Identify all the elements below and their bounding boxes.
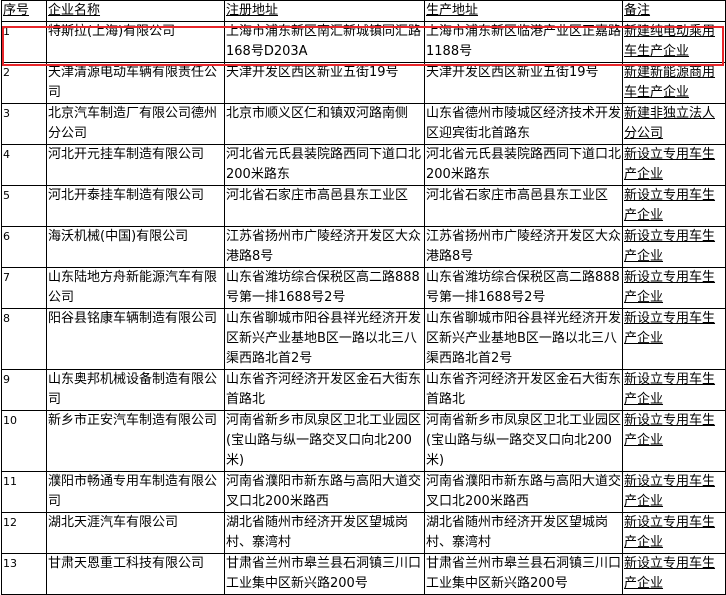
header-prod-address: 生产地址 <box>424 0 623 22</box>
cell-reg-address: 河北省元氏县装院路西同下道口北200米路东 <box>224 144 425 186</box>
cell-reg-address: 江苏省扬州市广陵经济开发区大众港路8号 <box>224 226 425 268</box>
cell-prod-address: 江苏省扬州市广陵经济开发区大众港路8号 <box>424 226 623 268</box>
cell-index: 11 <box>1 471 47 513</box>
cell-reg-address: 河北省石家庄市高邑县东工业区 <box>224 185 425 227</box>
cell-reg-address: 河南省濮阳市新东路与高阳大道交叉口北200米路西 <box>224 471 425 513</box>
cell-reg-address: 湖北省随州市经济开发区望城岗村、寨湾村 <box>224 512 425 554</box>
cell-reg-address: 北京市顺义区仁和镇双河路南侧 <box>224 103 425 145</box>
table-row: 8 阳谷县铭康车辆制造有限公司 山东省聊城市阳谷县祥光经济开发区新兴产业基地B区一路… <box>1 308 726 370</box>
cell-note: 新设立专用车生产企业 <box>622 512 726 554</box>
cell-prod-address: 河北省元氏县装院路西同下道口北200米路东 <box>424 144 623 186</box>
cell-reg-address: 甘肃省兰州市皋兰县石洞镇三川口工业集中区新兴路200号 <box>224 553 425 595</box>
table-row: 3 北京汽车制造厂有限公司德州分公司 北京市顺义区仁和镇双河路南侧 山东省德州市陵城区… <box>1 103 726 145</box>
cell-note: 新设立专用车生产企业 <box>622 410 726 472</box>
table-row: 11 濮阳市畅通专用车制造有限公司 河南省濮阳市新东路与高阳大道交叉口北200米路西… <box>1 471 726 513</box>
cell-reg-address: 河南省新乡市凤泉区卫北工业园区(宝山路与纵一路交叉口向北200米) <box>224 410 425 472</box>
cell-prod-address: 上海市浦东新区临港产业区正嘉路1188号 <box>424 21 623 63</box>
table-row: 5 河北开泰挂车制造有限公司 河北省石家庄市高邑县东工业区 河北省石家庄市高邑县东工业… <box>1 185 726 227</box>
cell-index: 9 <box>1 369 47 411</box>
cell-company: 山东奥邦机械设备制造有限公司 <box>46 369 225 411</box>
cell-company: 山东陆地方舟新能源汽车有限公司 <box>46 267 225 309</box>
cell-prod-address: 山东省聊城市阳谷县祥光经济开发区新兴产业基地B区一路以北三八渠西路北首2号 <box>424 308 623 370</box>
cell-note: 新设立专用车生产企业 <box>622 369 726 411</box>
cell-company: 特斯拉(上海)有限公司 <box>46 21 225 63</box>
table-row: 2 天津清源电动车辆有限责任公司 天津开发区西区新业五街19号 天津开发区西区新业五街… <box>1 62 726 104</box>
header-company: 企业名称 <box>46 0 225 22</box>
cell-index: 8 <box>1 308 47 370</box>
cell-index: 2 <box>1 62 47 104</box>
cell-note: 新设立专用车生产企业 <box>622 185 726 227</box>
cell-company: 甘肃天恩重工科技有限公司 <box>46 553 225 595</box>
cell-index: 10 <box>1 410 47 472</box>
cell-note: 新设立专用车生产企业 <box>622 226 726 268</box>
header-reg-address: 注册地址 <box>224 0 425 22</box>
cell-prod-address: 山东省德州市陵城区经济技术开发区迎宾街北首路东 <box>424 103 623 145</box>
cell-index: 12 <box>1 512 47 554</box>
header-index: 序号 <box>1 0 47 22</box>
cell-company: 天津清源电动车辆有限责任公司 <box>46 62 225 104</box>
cell-index: 5 <box>1 185 47 227</box>
cell-reg-address: 山东省潍坊综合保税区高二路888号第一排1688号2号 <box>224 267 425 309</box>
table-row: 4 河北开元挂车制造有限公司 河北省元氏县装院路西同下道口北200米路东 河北省元氏县… <box>1 144 726 186</box>
cell-index: 13 <box>1 553 47 595</box>
cell-company: 新乡市正安汽车制造有限公司 <box>46 410 225 472</box>
cell-prod-address: 河南省濮阳市新东路与高阳大道交叉口北200米路西 <box>424 471 623 513</box>
table-header-row: 序号 企业名称 注册地址 生产地址 备注 <box>1 0 726 22</box>
cell-index: 3 <box>1 103 47 145</box>
cell-note: 新设立专用车生产企业 <box>622 553 726 595</box>
table-row: 6 海沃机械(中国)有限公司 江苏省扬州市广陵经济开发区大众港路8号 江苏省扬州市广陵… <box>1 226 726 268</box>
cell-company: 北京汽车制造厂有限公司德州分公司 <box>46 103 225 145</box>
cell-note: 新建纯电动乘用车生产企业 <box>622 21 726 63</box>
cell-prod-address: 天津开发区西区新业五街19号 <box>424 62 623 104</box>
cell-note: 新设立专用车生产企业 <box>622 144 726 186</box>
table-row: 10 新乡市正安汽车制造有限公司 河南省新乡市凤泉区卫北工业园区(宝山路与纵一路交叉… <box>1 410 726 472</box>
cell-prod-address: 甘肃省兰州市皋兰县石洞镇三川口工业集中区新兴路200号 <box>424 553 623 595</box>
table-row: 13 甘肃天恩重工科技有限公司 甘肃省兰州市皋兰县石洞镇三川口工业集中区新兴路200… <box>1 553 726 595</box>
cell-company: 河北开元挂车制造有限公司 <box>46 144 225 186</box>
cell-index: 4 <box>1 144 47 186</box>
cell-company: 河北开泰挂车制造有限公司 <box>46 185 225 227</box>
cell-company: 湖北天涯汽车有限公司 <box>46 512 225 554</box>
cell-note: 新建新能源商用车生产企业 <box>622 62 726 104</box>
table-row: 1 特斯拉(上海)有限公司 上海市浦东新区南汇新城镇同汇路168号D203A 上海市浦… <box>1 21 726 63</box>
cell-company: 海沃机械(中国)有限公司 <box>46 226 225 268</box>
cell-index: 6 <box>1 226 47 268</box>
cell-note: 新建非独立法人分公司 <box>622 103 726 145</box>
header-note: 备注 <box>622 0 726 22</box>
cell-company: 濮阳市畅通专用车制造有限公司 <box>46 471 225 513</box>
cell-note: 新设立专用车生产企业 <box>622 308 726 370</box>
cell-prod-address: 山东省齐河经济开发区金石大街东首路北 <box>424 369 623 411</box>
cell-prod-address: 河北省石家庄市高邑县东工业区 <box>424 185 623 227</box>
cell-reg-address: 上海市浦东新区南汇新城镇同汇路168号D203A <box>224 21 425 63</box>
cell-note: 新设立专用车生产企业 <box>622 471 726 513</box>
cell-reg-address: 山东省齐河经济开发区金石大街东首路北 <box>224 369 425 411</box>
cell-company: 阳谷县铭康车辆制造有限公司 <box>46 308 225 370</box>
cell-prod-address: 河南省新乡市凤泉区卫北工业园区(宝山路与纵一路交叉口向北200米) <box>424 410 623 472</box>
cell-reg-address: 山东省聊城市阳谷县祥光经济开发区新兴产业基地B区一路以北三八渠西路北首2号 <box>224 308 425 370</box>
table-row: 7 山东陆地方舟新能源汽车有限公司 山东省潍坊综合保税区高二路888号第一排1688… <box>1 267 726 309</box>
cell-index: 1 <box>1 21 47 63</box>
cell-reg-address: 天津开发区西区新业五街19号 <box>224 62 425 104</box>
cell-prod-address: 山东省潍坊综合保税区高二路888号第一排1688号2号 <box>424 267 623 309</box>
table-row: 12 湖北天涯汽车有限公司 湖北省随州市经济开发区望城岗村、寨湾村 湖北省随州市经济开… <box>1 512 726 554</box>
cell-prod-address: 湖北省随州市经济开发区望城岗村、寨湾村 <box>424 512 623 554</box>
cell-note: 新设立专用车生产企业 <box>622 267 726 309</box>
table-row: 9 山东奥邦机械设备制造有限公司 山东省齐河经济开发区金石大街东首路北 山东省齐河经济… <box>1 369 726 411</box>
cell-index: 7 <box>1 267 47 309</box>
